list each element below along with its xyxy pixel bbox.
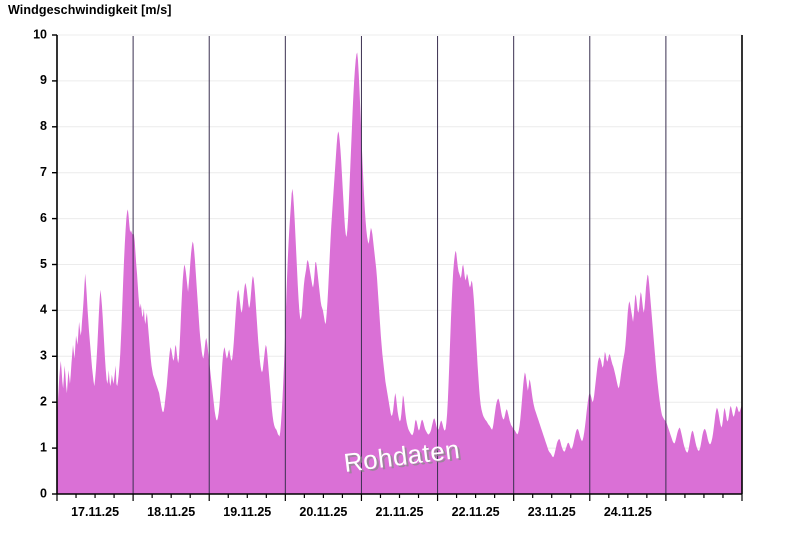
y-axis-tick-labels: 0 1 2 3 4 5 6 7 8 9 10: [33, 27, 47, 500]
x-tick-label: 23.11.25: [528, 505, 576, 519]
x-tick-label: 24.11.25: [604, 505, 652, 519]
y-tick-label: 2: [40, 394, 47, 408]
x-tick-label: 21.11.25: [376, 505, 424, 519]
y-tick-label: 8: [40, 119, 47, 133]
x-tick-label: 18.11.25: [147, 505, 195, 519]
y-tick-label: 1: [40, 440, 47, 454]
axis-ticks: [52, 34, 743, 501]
y-tick-label: 10: [33, 27, 47, 41]
y-tick-label: 3: [40, 349, 47, 363]
y-tick-label: 7: [40, 165, 47, 179]
y-tick-label: 6: [40, 211, 47, 225]
x-tick-label: 17.11.25: [71, 505, 119, 519]
y-tick-label: 5: [40, 257, 47, 271]
page-title: Windgeschwindigkeit [m/s]: [8, 3, 172, 17]
day-separator-lines: [132, 36, 667, 494]
x-tick-label: 22.11.25: [452, 505, 500, 519]
x-axis-tick-labels: 17.11.25 18.11.25 19.11.25 20.11.25 21.11.25…: [71, 505, 652, 519]
y-tick-label: 4: [40, 303, 47, 317]
x-tick-label: 20.11.25: [299, 505, 347, 519]
x-tick-label: 19.11.25: [223, 505, 271, 519]
y-tick-label: 0: [40, 486, 47, 500]
series-area-windgeschwindigkeit: [57, 52, 742, 494]
y-tick-label: 9: [40, 73, 47, 87]
